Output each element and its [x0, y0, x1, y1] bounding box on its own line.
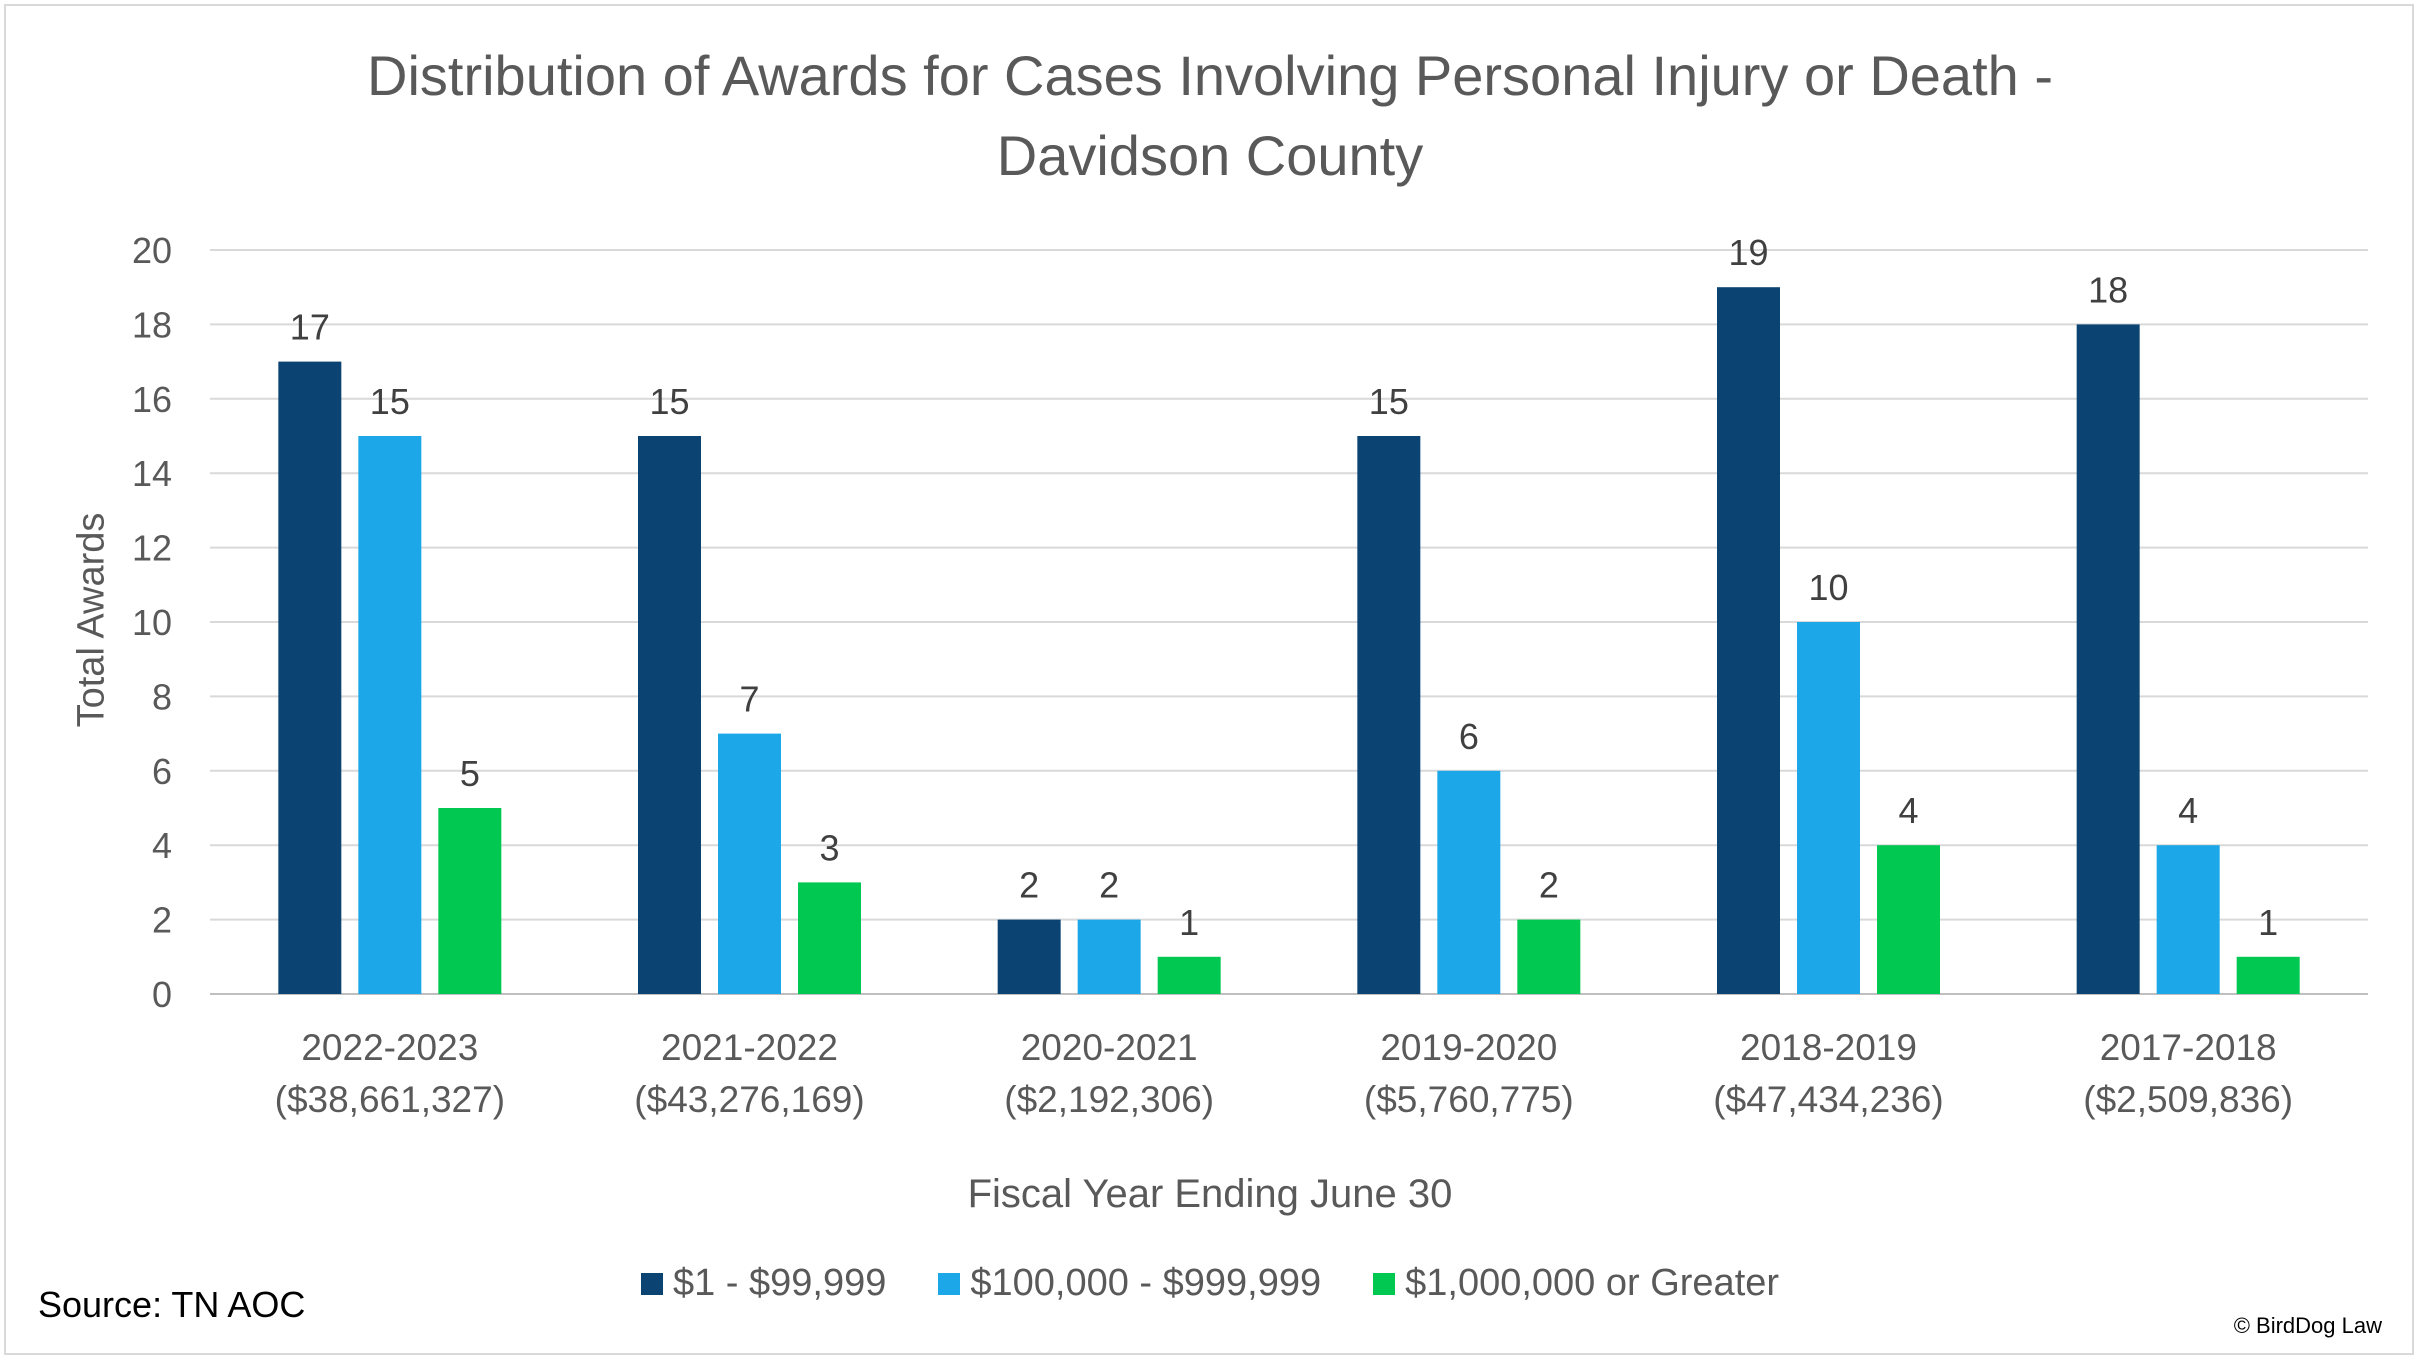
data-label: 3: [819, 827, 839, 868]
bar: [638, 436, 701, 994]
bar: [997, 919, 1061, 994]
y-tick-label: 16: [132, 379, 172, 420]
bar: [1517, 919, 1581, 994]
bar: [2156, 845, 2220, 994]
data-label: 2: [1019, 865, 1039, 906]
data-label: 17: [290, 307, 330, 348]
y-tick-label: 2: [152, 900, 172, 941]
x-tick-label: 2017-2018: [2100, 1027, 2277, 1068]
legend-item-series-1: $1 - $99,999: [640, 1262, 887, 1305]
legend: $1 - $99,999 $100,000 - $999,999 $1,000,…: [0, 1262, 2420, 1305]
bar: [278, 361, 342, 995]
x-axis-label: Fiscal Year Ending June 30: [967, 1172, 1453, 1216]
y-tick-label: 14: [132, 453, 172, 494]
legend-label-series-1: $1 - $99,999: [672, 1262, 887, 1304]
bar: [1077, 919, 1141, 994]
y-tick-label: 4: [152, 825, 172, 866]
data-label: 2: [1539, 865, 1559, 906]
data-label: 15: [649, 381, 689, 422]
y-tick-label: 12: [132, 528, 172, 569]
x-tick-sublabel: ($2,509,836): [2083, 1079, 2293, 1120]
bar: [2076, 324, 2140, 994]
source-note: Source: TN AOC: [38, 1284, 306, 1325]
y-tick-label: 8: [152, 676, 172, 717]
data-label: 10: [1808, 567, 1848, 608]
legend-swatch-series-3: [1373, 1272, 1396, 1295]
data-label: 18: [2088, 269, 2128, 310]
data-label: 15: [1369, 381, 1409, 422]
y-tick-label: 10: [132, 602, 172, 643]
bar: [1877, 845, 1940, 994]
bar: [438, 808, 502, 994]
legend-swatch-series-2: [938, 1272, 961, 1295]
legend-label-series-3: $1,000,000 or Greater: [1405, 1262, 1780, 1304]
bar: [2236, 956, 2300, 994]
data-label: 1: [1179, 902, 1199, 943]
legend-item-series-2: $100,000 - $999,999: [938, 1262, 1321, 1305]
y-tick-label: 0: [152, 974, 172, 1015]
copyright-note: © BirdDog Law: [2233, 1313, 2382, 1338]
chart-frame: [4, 4, 2414, 1355]
bar: [358, 436, 422, 994]
x-tick-label: 2020-2021: [1021, 1027, 1198, 1068]
x-tick-label: 2019-2020: [1380, 1027, 1557, 1068]
data-label: 6: [1459, 716, 1479, 757]
x-tick-label: 2022-2023: [301, 1027, 478, 1068]
x-tick-sublabel: ($47,434,236): [1713, 1079, 1943, 1120]
y-tick-label: 6: [152, 751, 172, 792]
legend-label-series-2: $100,000 - $999,999: [970, 1262, 1322, 1304]
bar: [798, 882, 861, 994]
bar: [1717, 287, 1780, 994]
legend-item-series-3: $1,000,000 or Greater: [1373, 1262, 1779, 1305]
x-tick-sublabel: ($43,276,169): [634, 1079, 864, 1120]
data-label: 2: [1099, 865, 1119, 906]
legend-swatch-series-1: [640, 1272, 663, 1295]
data-label: 4: [1898, 790, 1918, 831]
y-tick-label: 20: [132, 230, 172, 271]
x-tick-label: 2021-2022: [661, 1027, 838, 1068]
x-tick-sublabel: ($5,760,775): [1364, 1079, 1574, 1120]
data-label: 4: [2178, 790, 2198, 831]
x-tick-sublabel: ($2,192,306): [1004, 1079, 1214, 1120]
data-label: 15: [370, 381, 410, 422]
bar: [718, 733, 781, 994]
bar: [1357, 436, 1421, 994]
bar: [1157, 956, 1221, 994]
chart-title-line-1: Distribution of Awards for Cases Involvi…: [367, 44, 2053, 107]
data-label: 1: [2258, 902, 2278, 943]
data-label: 19: [1728, 232, 1768, 273]
data-label: 7: [739, 679, 759, 720]
bar: [1797, 622, 1860, 994]
x-tick-sublabel: ($38,661,327): [275, 1079, 505, 1120]
bar: [1437, 770, 1501, 994]
y-tick-label: 18: [132, 304, 172, 345]
chart-title-line-2: Davidson County: [996, 124, 1424, 187]
x-tick-label: 2018-2019: [1740, 1027, 1917, 1068]
data-label: 5: [460, 753, 480, 794]
